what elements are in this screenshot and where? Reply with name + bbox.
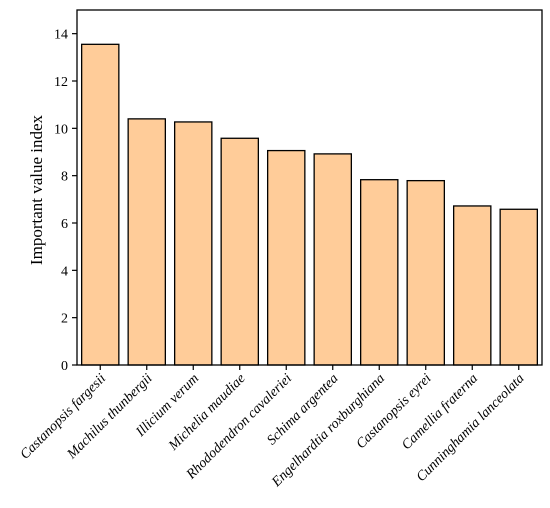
bar [313,153,352,366]
y-tick-label: 8 [61,170,68,185]
bar [452,205,492,366]
y-axis-title: Important value index [27,114,46,265]
y-tick-label: 4 [61,264,68,279]
bar [359,179,399,366]
bars-layer [81,43,538,366]
plot-frame [76,9,543,366]
bar [173,121,213,366]
x-tick-label: Machilus thunbergii [64,371,156,463]
bar [499,208,538,366]
bar [266,149,306,366]
bar [406,179,445,366]
y-tick-label: 2 [61,312,68,327]
y-tick-label: 10 [54,122,68,137]
bar [127,118,166,366]
bar [220,137,259,366]
x-tick-label: Castanopsis fargesii [18,371,109,462]
bar [81,43,120,366]
y-tick-label: 0 [61,359,68,374]
y-tick-label: 6 [61,217,68,232]
axes-layer [72,9,543,370]
y-tick-label: 14 [54,28,68,43]
y-tick-label: 12 [54,75,68,90]
